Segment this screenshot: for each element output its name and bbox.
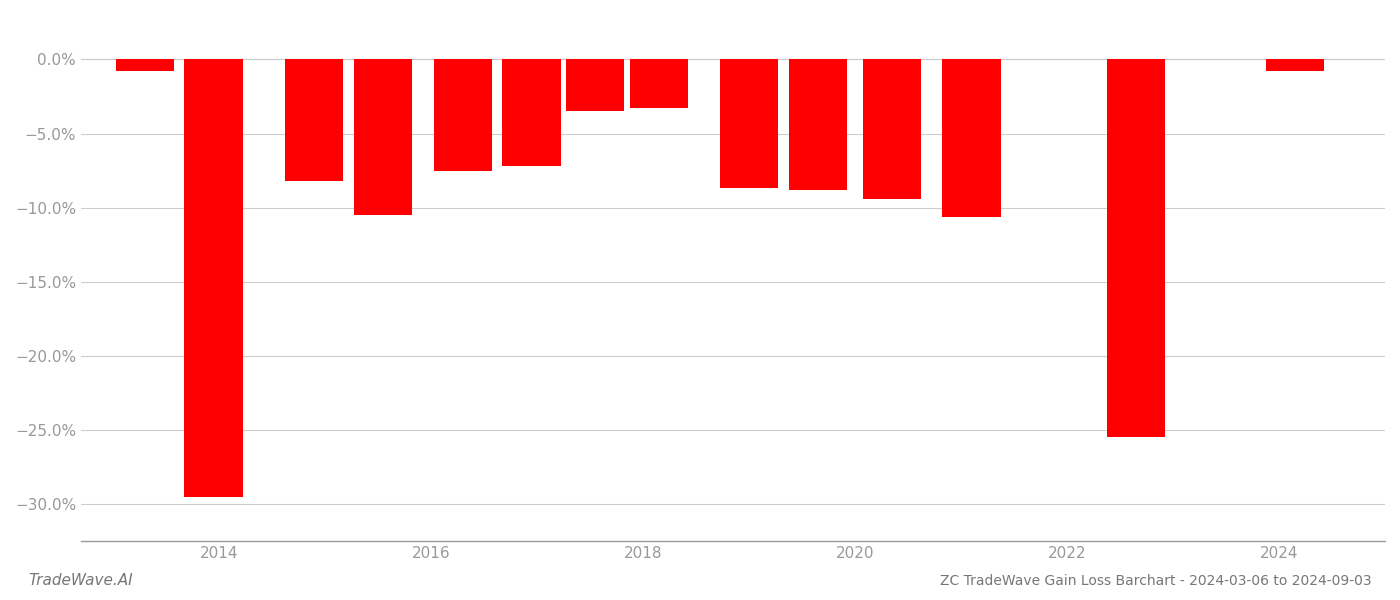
Text: ZC TradeWave Gain Loss Barchart - 2024-03-06 to 2024-09-03: ZC TradeWave Gain Loss Barchart - 2024-0…: [941, 574, 1372, 588]
Bar: [1107, 59, 1165, 437]
Bar: [942, 59, 1001, 217]
Bar: [434, 59, 491, 170]
Bar: [1266, 59, 1324, 71]
Bar: [720, 59, 778, 188]
Bar: [354, 59, 413, 215]
Text: TradeWave.AI: TradeWave.AI: [28, 573, 133, 588]
Bar: [566, 59, 624, 112]
Bar: [116, 59, 174, 71]
Bar: [503, 59, 561, 166]
Bar: [185, 59, 242, 497]
Bar: [630, 59, 687, 109]
Bar: [862, 59, 921, 199]
Bar: [788, 59, 847, 190]
Bar: [286, 59, 343, 181]
